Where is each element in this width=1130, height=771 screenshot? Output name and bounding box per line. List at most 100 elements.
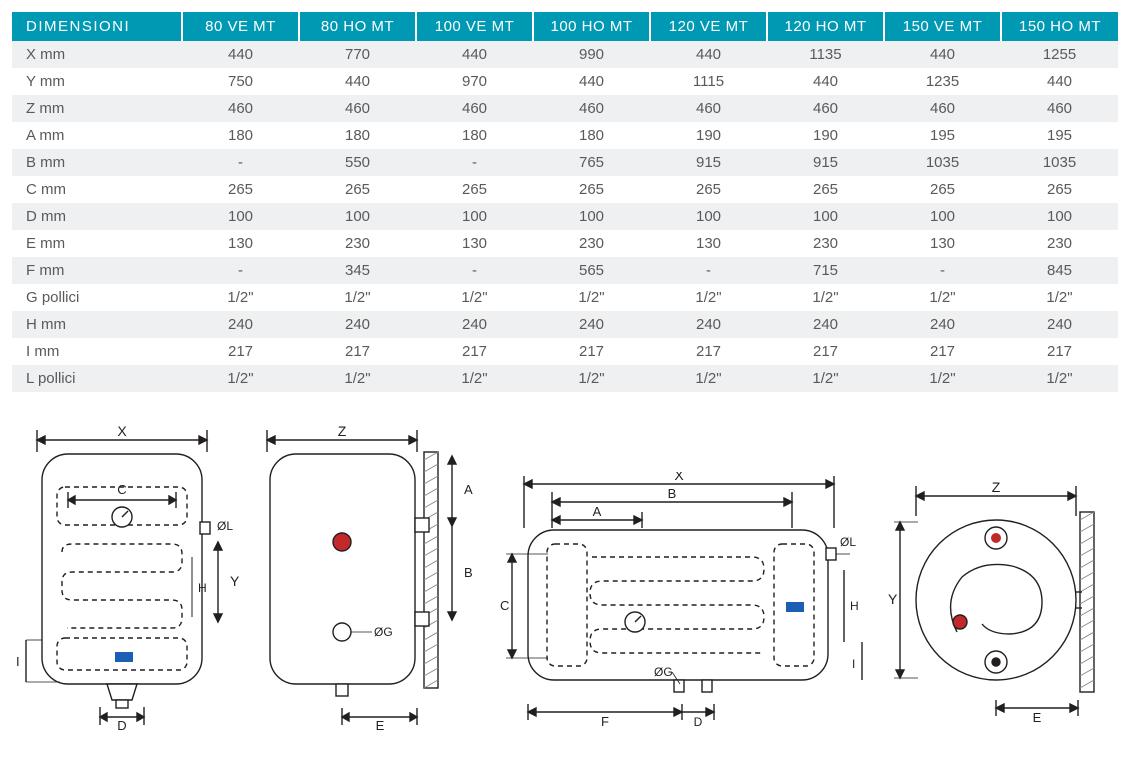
cell: 915: [767, 149, 884, 176]
cell: 460: [1001, 95, 1118, 122]
row-label: D mm: [12, 203, 182, 230]
table-row: E mm130230130230130230130230: [12, 230, 1118, 257]
cell: 1135: [767, 41, 884, 68]
dim-c: C: [117, 482, 126, 497]
table-col-1: 80 HO MT: [299, 12, 416, 41]
cell: 1035: [884, 149, 1001, 176]
dim-e2: E: [1033, 710, 1042, 725]
table-row: X mm44077044099044011354401255: [12, 41, 1118, 68]
cell: 240: [650, 311, 767, 338]
cell: 180: [182, 122, 299, 149]
cell: 100: [1001, 203, 1118, 230]
cell: 265: [182, 176, 299, 203]
cell: 1/2": [884, 365, 1001, 392]
cell: 1235: [884, 68, 1001, 95]
cell: 265: [533, 176, 650, 203]
cell: 180: [533, 122, 650, 149]
cell: -: [884, 257, 1001, 284]
cell: 1/2": [299, 284, 416, 311]
cell: 440: [299, 68, 416, 95]
cell: 217: [884, 338, 1001, 365]
cell: 440: [182, 41, 299, 68]
table-col-6: 150 VE MT: [884, 12, 1001, 41]
cell: 345: [299, 257, 416, 284]
cell: 130: [182, 230, 299, 257]
cell: 845: [1001, 257, 1118, 284]
dim-b: B: [464, 565, 473, 580]
table-col-5: 120 HO MT: [767, 12, 884, 41]
cell: 230: [767, 230, 884, 257]
cell: 217: [416, 338, 533, 365]
table-row: Y mm75044097044011154401235440: [12, 68, 1118, 95]
cell: 230: [533, 230, 650, 257]
dim-a: A: [464, 482, 473, 497]
cell: 765: [533, 149, 650, 176]
cell: 265: [884, 176, 1001, 203]
table-row: D mm100100100100100100100100: [12, 203, 1118, 230]
cell: 100: [533, 203, 650, 230]
row-label: L pollici: [12, 365, 182, 392]
table-row: B mm-550-76591591510351035: [12, 149, 1118, 176]
cell: 970: [416, 68, 533, 95]
row-label: B mm: [12, 149, 182, 176]
cell: 230: [1001, 230, 1118, 257]
cell: -: [650, 257, 767, 284]
diagram-horizontal-front: X B A: [492, 472, 872, 732]
cell: 460: [182, 95, 299, 122]
cell: 217: [1001, 338, 1118, 365]
cell: 240: [416, 311, 533, 338]
cell: 460: [416, 95, 533, 122]
cell: 240: [884, 311, 1001, 338]
row-label: H mm: [12, 311, 182, 338]
table-row: C mm265265265265265265265265: [12, 176, 1118, 203]
cell: 130: [884, 230, 1001, 257]
cell: 1/2": [182, 284, 299, 311]
dim-x2: X: [674, 472, 684, 483]
dim-z2: Z: [992, 482, 1001, 495]
table-row: F mm-345-565-715-845: [12, 257, 1118, 284]
row-label: Z mm: [12, 95, 182, 122]
cell: 550: [299, 149, 416, 176]
dim-z: Z: [338, 423, 347, 439]
cell: 100: [182, 203, 299, 230]
dim-c2: C: [500, 598, 509, 613]
table-col-2: 100 VE MT: [416, 12, 533, 41]
dim-og: ØG: [374, 625, 393, 639]
cell: 440: [650, 41, 767, 68]
cell: 240: [1001, 311, 1118, 338]
cell: 195: [884, 122, 1001, 149]
table-row: G pollici1/2"1/2"1/2"1/2"1/2"1/2"1/2"1/2…: [12, 284, 1118, 311]
cell: 460: [533, 95, 650, 122]
dim-h2: H: [850, 599, 859, 613]
dim-d2: D: [694, 715, 703, 729]
cell: 1/2": [650, 365, 767, 392]
row-label: Y mm: [12, 68, 182, 95]
diagram-vertical-side: Z: [252, 422, 482, 732]
cell: 217: [650, 338, 767, 365]
dim-y: Y: [230, 573, 240, 589]
cell: 1/2": [416, 284, 533, 311]
cell: 440: [767, 68, 884, 95]
cell: 1/2": [650, 284, 767, 311]
cell: 440: [533, 68, 650, 95]
cell: 130: [650, 230, 767, 257]
cell: 100: [416, 203, 533, 230]
table-row: A mm180180180180190190195195: [12, 122, 1118, 149]
cell: 1035: [1001, 149, 1118, 176]
diagram-horizontal-end: Z: [882, 482, 1130, 732]
cell: 190: [650, 122, 767, 149]
cell: 1/2": [533, 365, 650, 392]
cell: 100: [767, 203, 884, 230]
table-col-0: 80 VE MT: [182, 12, 299, 41]
dim-f: F: [601, 714, 609, 729]
table-col-3: 100 HO MT: [533, 12, 650, 41]
dim-y2: Y: [888, 591, 898, 607]
cell: 265: [650, 176, 767, 203]
cell: 915: [650, 149, 767, 176]
table-col-7: 150 HO MT: [1001, 12, 1118, 41]
cell: 770: [299, 41, 416, 68]
cell: 1/2": [1001, 284, 1118, 311]
technical-diagrams: X C ØL: [12, 422, 1118, 732]
cell: 440: [416, 41, 533, 68]
cell: 100: [884, 203, 1001, 230]
